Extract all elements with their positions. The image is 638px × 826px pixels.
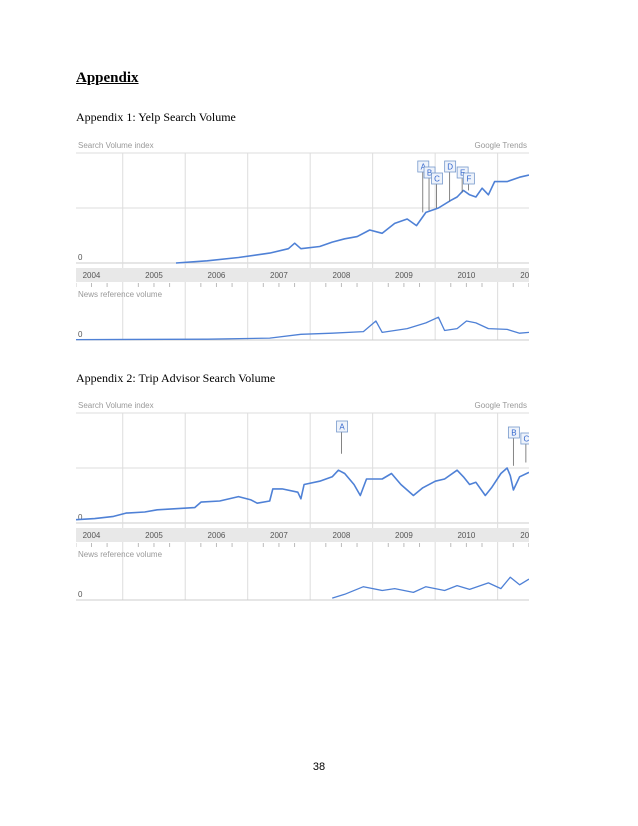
figure-caption: Appendix 2: Trip Advisor Search Volume (76, 371, 276, 385)
x-tick-label: 2004 (83, 271, 101, 280)
news-series-line (332, 576, 529, 599)
news-panel-label: News reference volume (78, 550, 163, 559)
news-zero-label: 0 (78, 590, 83, 599)
chart-svg: Search Volume index Google Trends 2004 2005… (76, 401, 529, 601)
tripadvisor-trends-chart: Search Volume index Google Trends 2004 2005… (76, 397, 529, 602)
news-zero-label: 0 (78, 330, 83, 339)
axis-band (76, 268, 529, 282)
appendix-heading: Appendix (76, 70, 139, 86)
yelp-trends-chart: Search Volume index Google Trends 2004 2005… (76, 137, 529, 342)
chart-panel-title: Search Volume index (78, 141, 154, 150)
annotation-flag (336, 420, 348, 433)
annotation-flag (507, 426, 520, 439)
chart-svg: Search Volume index Google Trends 2004 2005… (76, 141, 529, 341)
x-tick-label: 2008 (333, 531, 351, 540)
chart-panel-title: Search Volume index (78, 401, 154, 410)
x-tick-label: 2010 (457, 531, 475, 540)
annotation-label: F (466, 175, 471, 184)
annotation-flag (431, 172, 443, 185)
x-tick-label: 2007 (270, 271, 288, 280)
annotation-flag (462, 172, 475, 185)
annotation-label: B (427, 169, 432, 178)
y-zero-label: 0 (78, 253, 83, 262)
annotation-label: B (511, 429, 516, 438)
series-line (76, 467, 529, 521)
annotation-label: E (460, 169, 465, 178)
x-tick-label: 2011 (520, 271, 529, 280)
x-tick-label: 2004 (83, 531, 101, 540)
x-tick-label: 2010 (457, 271, 475, 280)
annotation-label: A (339, 423, 345, 432)
page-number: 38 (312, 761, 326, 773)
annotation-flag (444, 160, 457, 173)
axis-band (76, 528, 529, 542)
annotation-flag (520, 432, 529, 445)
news-series-line (76, 316, 529, 341)
annotation-label: C (523, 435, 529, 444)
annotation-flag (417, 160, 430, 173)
x-tick-label: 2005 (145, 531, 163, 540)
news-panel-label: News reference volume (78, 290, 163, 299)
annotation-label: A (421, 163, 427, 172)
annotation-flag (423, 166, 436, 179)
x-tick-label: 2009 (395, 271, 413, 280)
x-tick-label: 2005 (145, 271, 163, 280)
annotation-label: C (434, 175, 440, 184)
x-tick-label: 2008 (333, 271, 351, 280)
x-tick-label: 2009 (395, 531, 413, 540)
x-tick-label: 2007 (270, 531, 288, 540)
x-tick-label: 2011 (520, 531, 529, 540)
annotation-label: D (447, 163, 453, 172)
annotation-flag (456, 166, 469, 179)
chart-source-label: Google Trends (475, 141, 527, 150)
x-tick-label: 2006 (208, 271, 226, 280)
chart-source-label: Google Trends (475, 401, 527, 410)
series-line (175, 174, 529, 264)
x-tick-label: 2006 (208, 531, 226, 540)
y-zero-label: 0 (78, 513, 83, 522)
figure-caption: Appendix 1: Yelp Search Volume (76, 110, 236, 124)
